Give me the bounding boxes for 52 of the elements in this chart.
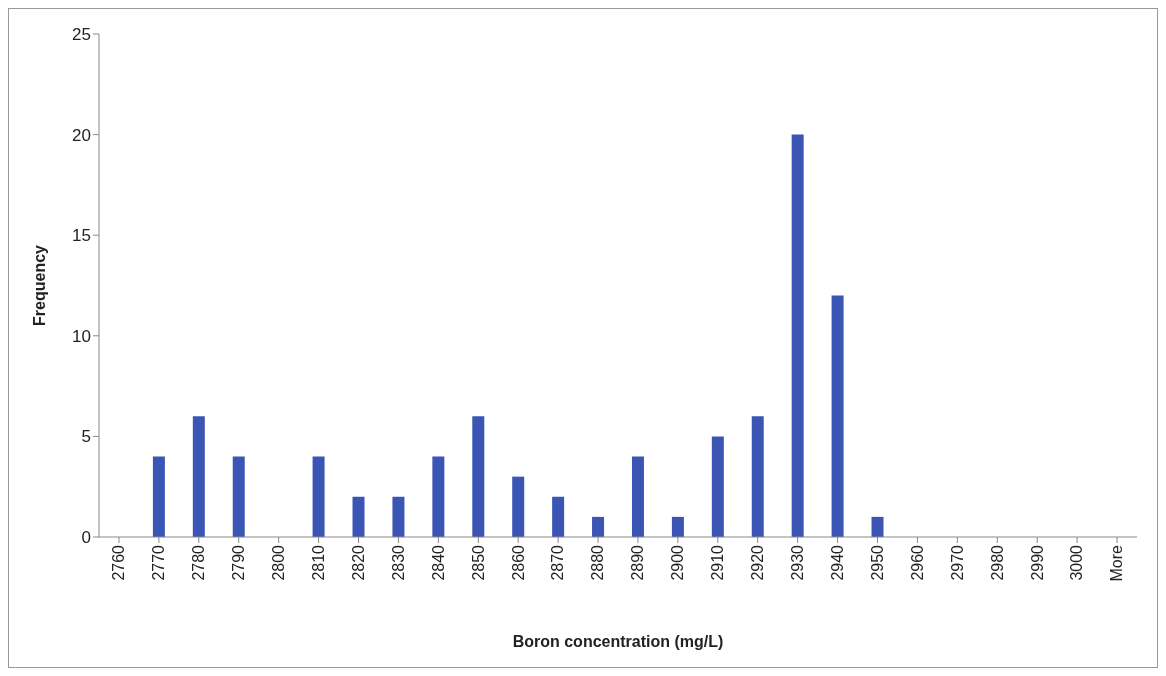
x-tick-label: 2910 (709, 544, 727, 581)
bar (392, 496, 405, 537)
bar (152, 456, 165, 537)
x-tick-label: 2960 (908, 544, 926, 581)
y-axis-title: Frequency (30, 244, 48, 326)
bar (232, 456, 245, 537)
x-axis-title: Boron concentration (mg/L) (512, 633, 724, 650)
x-tick-label: 2850 (469, 544, 487, 581)
x-tick-label: More (1108, 544, 1126, 582)
bar (472, 416, 485, 537)
x-tick-label: 2820 (349, 544, 367, 581)
bar (791, 134, 804, 537)
bar (512, 476, 525, 537)
y-tick-label: 10 (72, 326, 91, 346)
y-tick-label: 0 (81, 528, 91, 548)
x-tick-label: 2840 (429, 544, 447, 581)
bar (592, 516, 605, 537)
x-tick-label: 2790 (230, 544, 248, 581)
x-tick-label: 2970 (948, 544, 966, 581)
x-tick-label: 2770 (150, 544, 168, 581)
bar (432, 456, 445, 537)
x-tick-label: 2760 (110, 544, 128, 581)
x-tick-label: 2990 (1028, 544, 1046, 581)
y-tick-label: 20 (72, 125, 91, 145)
y-tick-label: 5 (81, 427, 91, 447)
x-tick-label: 2830 (389, 544, 407, 581)
x-tick-label: 2890 (629, 544, 647, 581)
x-tick-label: 2810 (309, 544, 327, 581)
bar (831, 295, 844, 537)
x-tick-label: 2900 (669, 544, 687, 581)
bar (671, 516, 684, 537)
bar (871, 516, 884, 537)
bar (192, 416, 205, 537)
x-tick-label: 2950 (868, 544, 886, 581)
bar (631, 456, 644, 537)
bar (552, 496, 565, 537)
x-tick-label: 2780 (190, 544, 208, 581)
x-tick-label: 2940 (828, 544, 846, 581)
bar (352, 496, 365, 537)
bar (312, 456, 325, 537)
x-tick-label: 3000 (1068, 544, 1086, 581)
x-tick-label: 2800 (270, 544, 288, 581)
bar (711, 436, 724, 537)
x-tick-label: 2980 (988, 544, 1006, 581)
x-tick-label: 2930 (789, 544, 807, 581)
y-tick-label: 25 (72, 25, 91, 45)
x-tick-label: 2860 (509, 544, 527, 581)
bar (751, 416, 764, 537)
x-tick-label: 2920 (749, 544, 767, 581)
y-tick-label: 15 (72, 226, 91, 246)
x-tick-label: 2880 (589, 544, 607, 581)
x-tick-label: 2870 (549, 544, 567, 581)
